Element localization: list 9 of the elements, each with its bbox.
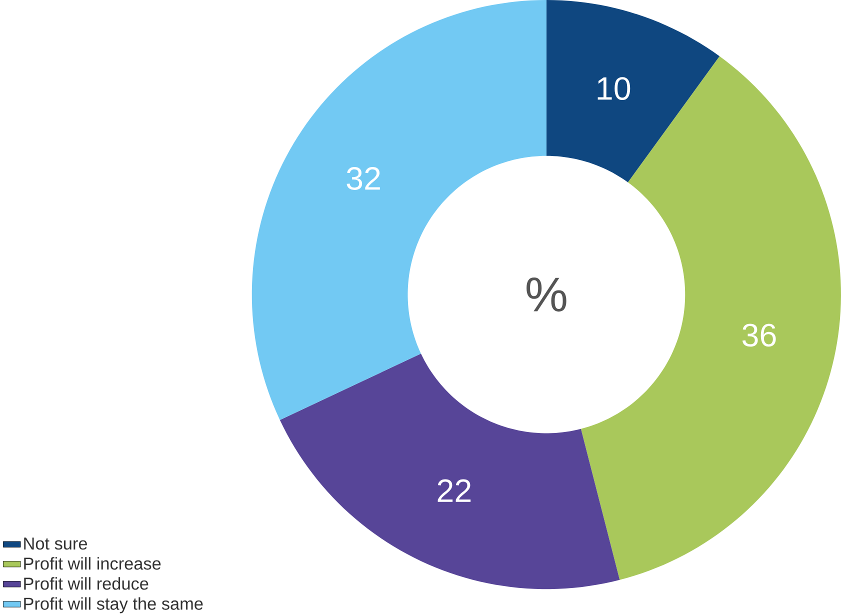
data-label: 32 [346, 166, 380, 190]
data-label: 36 [742, 324, 776, 346]
legend-label: Not sure [24, 538, 88, 550]
data-label: 10 [598, 76, 630, 100]
legend-label: Profit will reduce [24, 577, 148, 590]
text: % [526, 277, 566, 312]
legend-label: Profit will stay the same [24, 597, 203, 614]
legend-label: Profit will increase [24, 556, 161, 570]
data-label: 22 [438, 479, 471, 502]
